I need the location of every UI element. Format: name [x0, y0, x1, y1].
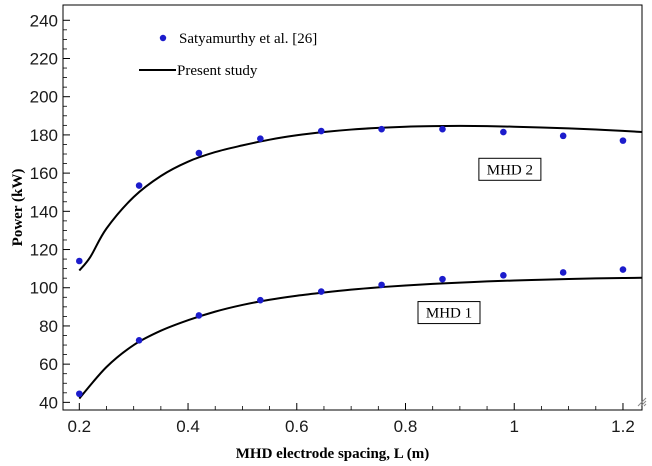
- y-tick-label: 80: [39, 317, 58, 336]
- grip-line: [640, 400, 647, 407]
- data-point-mhd-1: [257, 296, 264, 304]
- data-point-mhd-2: [559, 132, 567, 140]
- y-tick-label: 160: [30, 164, 58, 183]
- plot-frame: [62, 4, 643, 411]
- annotation-label: MHD 2: [487, 162, 533, 178]
- x-axis-title: MHD electrode spacing, L (m): [236, 446, 429, 462]
- data-point-mhd-2: [257, 135, 264, 143]
- x-tick-label: 1.2: [611, 417, 635, 436]
- data-point-mhd-2: [500, 128, 507, 136]
- y-tick-label: 100: [30, 279, 58, 298]
- y-axis-title: Power (kW): [10, 169, 26, 247]
- data-point-mhd-1: [619, 266, 627, 273]
- data-point-mhd-2: [76, 257, 83, 265]
- data-point-mhd-1: [378, 281, 385, 289]
- y-tick-label: 140: [30, 202, 58, 221]
- x-axis-ticks: 0.2 0.4 0.6 0.8 1 1.2: [67, 403, 635, 436]
- y-tick-label: 40: [39, 393, 58, 412]
- data-point-mhd-1: [317, 288, 325, 295]
- data-points: [76, 125, 627, 398]
- y-tick-label: 240: [30, 11, 58, 30]
- x-tick-label: 0.2: [67, 417, 91, 436]
- legend: Satyamurthy et al. [26] Present study: [139, 31, 317, 79]
- annotations: MHD 2 MHD 1: [417, 157, 542, 325]
- annotation-mhd-1: MHD 1: [417, 301, 481, 325]
- data-point-mhd-2: [378, 125, 385, 133]
- annotation-mhd-2: MHD 2: [478, 157, 542, 181]
- x-tick-label: 0.8: [394, 417, 418, 436]
- fit-line-mhd-1: [78, 276, 643, 400]
- legend-marker-dot: [159, 34, 167, 42]
- data-point-mhd-1: [76, 390, 83, 398]
- annotation-box: [417, 301, 481, 325]
- data-point-mhd-1: [135, 336, 143, 344]
- legend-label-satyamurthy: Satyamurthy et al. [26]: [179, 31, 317, 47]
- y-tick-label: 200: [30, 88, 58, 107]
- annotation-label: MHD 1: [426, 306, 472, 322]
- x-tick-label: 0.4: [176, 417, 200, 436]
- data-point-mhd-2: [439, 125, 446, 133]
- data-point-mhd-2: [619, 137, 627, 144]
- y-tick-label: 220: [30, 49, 58, 68]
- grip-line: [637, 397, 647, 407]
- legend-label-present-study: Present study: [177, 63, 258, 79]
- resize-grip-icon: [637, 397, 647, 407]
- data-point-mhd-1: [439, 275, 446, 283]
- data-point-mhd-2: [195, 149, 203, 157]
- x-tick-label: 0.6: [285, 417, 309, 436]
- y-tick-label: 120: [30, 241, 58, 260]
- data-point-mhd-1: [195, 312, 203, 319]
- data-point-mhd-2: [317, 127, 325, 135]
- annotation-box: [478, 157, 542, 181]
- x-tick-label: 1: [510, 417, 519, 436]
- grip-line: [643, 403, 647, 407]
- y-axis-ticks: 40 60 80 100 120 140 160 180 200 220 240: [30, 11, 70, 412]
- data-point-mhd-1: [500, 272, 507, 279]
- y-tick-label: 60: [39, 355, 58, 374]
- fit-lines: [78, 124, 643, 400]
- fit-line-mhd-2: [78, 124, 643, 272]
- y-tick-label: 180: [30, 126, 58, 145]
- data-point-mhd-2: [135, 182, 143, 189]
- data-point-mhd-1: [559, 269, 567, 276]
